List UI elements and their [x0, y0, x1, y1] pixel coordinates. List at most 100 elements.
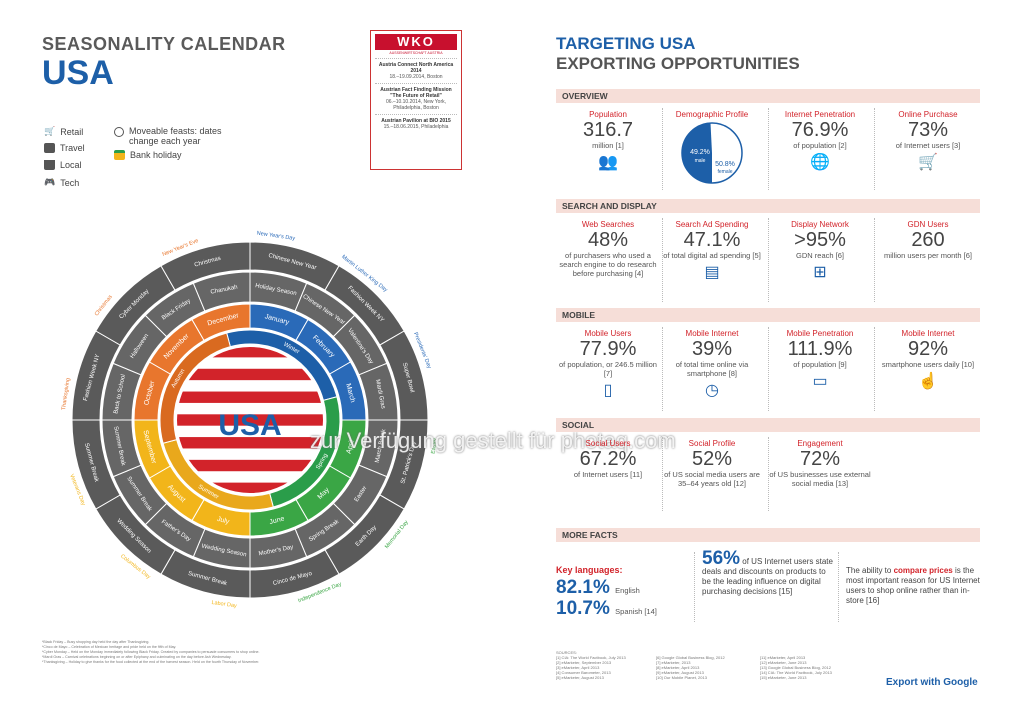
flag-stripe [176, 380, 324, 393]
season-segment [159, 332, 231, 444]
holiday-label: Labor Day [211, 600, 237, 610]
ring2-segment [160, 241, 251, 291]
stat-display-network: Display Network >95% GDN reach [6] ⊞ [791, 220, 849, 281]
footnote: *Black Friday – Busy shopping day held t… [42, 640, 150, 644]
footnote: *Thanksgiving – Holiday to give thanks f… [42, 660, 260, 664]
source-item: [6] Google Global Business Blog, 2012 [656, 655, 725, 660]
stat-demographic: Demographic Profile 49.2% male 50.8% fem… [660, 110, 764, 190]
legend-tech: 🎮 Tech [44, 177, 80, 188]
source-item: [7] eMarketer, 2013 [656, 660, 691, 665]
clock-icon: ◷ [705, 382, 719, 399]
stat-web-searches: Web Searches 48% of purchasers who used a … [559, 220, 657, 278]
footnote: *Cinco de Mayo – Celebration of Mexican … [42, 645, 177, 649]
people-icon: 👥 [598, 154, 618, 171]
tablet-icon: ▭ [812, 373, 828, 390]
event-item: Austria Connect North America 2014 18.–19… [375, 58, 457, 83]
wko-logo: WKO [375, 34, 457, 50]
exporting-title: EXPORTING OPPORTUNITIES [556, 54, 800, 73]
plane-icon [44, 143, 55, 153]
calendar-title: SEASONALITY CALENDAR [42, 34, 286, 54]
cart-icon: 🛒 [918, 154, 938, 171]
event-item: Austrian Fact Finding Mission "The Futur… [375, 83, 457, 114]
legend-local: Local [44, 160, 82, 170]
source-item: [10] Our Mobile Planet, 2013 [656, 675, 707, 680]
flag-stripe [176, 368, 324, 381]
browser-icon: ▤ [704, 264, 720, 281]
sources-list: SOURCES: [1] CIA: The World Factbook, Ju… [556, 650, 880, 680]
flag-stripe [176, 346, 324, 358]
network-icon: ⊞ [813, 264, 827, 281]
holiday-label: New Year's Day [256, 231, 295, 242]
flag-stripe [176, 414, 324, 427]
section-social: SOCIAL [556, 418, 980, 432]
source-item: [4] Consumer Barometer, 2013 [556, 670, 611, 675]
footnote: *Cyber Monday – Held on the Monday immed… [42, 650, 260, 654]
flag-stripe [176, 357, 324, 370]
footnote: *Mardi Gras – Carnival celebrations begi… [42, 655, 232, 659]
source-item: [1] CIA: The World Factbook, July 2013 [556, 655, 626, 660]
source-item: [9] eMarketer, August 2013 [656, 670, 704, 675]
house-icon [44, 160, 55, 170]
source-item: [15] eMarketer, June 2013 [760, 675, 807, 680]
wheel-center-label: USA [218, 409, 281, 442]
flag-stripe [176, 425, 324, 438]
source-item: [12] eMarketer, June 2013 [760, 660, 807, 665]
month-label: April [346, 439, 357, 455]
svg-text:female: female [717, 169, 732, 175]
source-item: [14] CIA: The World Factbook, July 2013 [760, 670, 832, 675]
phone-icon: ▯ [603, 382, 613, 399]
watermark: zur Verfügung gestellt für photaq.com [310, 428, 676, 453]
stat-internet-penetration: Internet Penetration 76.9% of population… [784, 110, 856, 171]
key-languages-label: Key languages: [556, 565, 623, 575]
month-label: July [216, 516, 230, 526]
section-mobile: MOBILE [556, 308, 980, 322]
stat-population: Population 316.7 million [1] 👥 [582, 110, 634, 171]
section-overview: OVERVIEW [556, 89, 980, 103]
svg-text:49.2%: 49.2% [690, 149, 710, 156]
legend-retail: 🛒 Retail [44, 126, 84, 137]
usa-flag [175, 345, 325, 495]
flag-stripe [176, 437, 324, 449]
cart-icon: 🛒 [44, 126, 56, 136]
flag-stripe [176, 402, 324, 415]
flag-stripe [176, 471, 324, 484]
flag-stripe [176, 448, 324, 461]
stat-mobile-penetration: Mobile Penetration 111.9% of population [9… [786, 329, 854, 390]
flag-stripe [176, 391, 324, 404]
flag-stripe [176, 459, 324, 472]
stat-online-purchase: Online Purchase 73% of Internet users [3… [895, 110, 961, 171]
footnotes: *Black Friday – Busy shopping day held t… [42, 640, 272, 665]
source-item: [5] eMarketer, August 2013 [556, 675, 604, 680]
source-item: [8] eMarketer, April 2013 [656, 665, 700, 670]
source-item: [11] eMarketer, April 2013 [760, 655, 806, 660]
month-label: March [344, 383, 356, 404]
calendar-icon [114, 150, 125, 160]
source-item: [2] eMarketer, September 2013 [556, 660, 612, 665]
flag-stripe [176, 482, 324, 494]
wko-subtitle: AUSSENWIRTSCHAFT AUSTRIA [389, 51, 443, 55]
stat-search-ad: Search Ad Spending 47.1% of total digital … [663, 220, 761, 281]
stat-mobile-internet-daily: Mobile Internet 92% smartphone users daily… [881, 329, 975, 390]
holiday-label: Thanksgiving [61, 378, 71, 411]
source-item: [3] eMarketer, April 2013 [556, 665, 600, 670]
clock-icon [114, 127, 124, 137]
fact-deals: 56% of US Internet users state deals and… [702, 548, 833, 596]
stat-social-profile: Social Profile 52% of US social media user… [664, 439, 760, 488]
fact-compare-prices: The ability to compare prices is the mos… [846, 566, 980, 605]
section-more-facts: MORE FACTS [556, 528, 980, 542]
globe-cursor-icon: 🌐 [810, 154, 830, 171]
legend-moveable: Moveable feasts: dates change each year [114, 126, 244, 146]
legend-travel: Travel [44, 143, 85, 153]
stat-english: 82.1% English [556, 577, 640, 598]
section-search: SEARCH AND DISPLAY [556, 199, 980, 213]
stat-gdn-users: GDN Users 260 million users per month [6] [884, 220, 972, 260]
flag-border [175, 345, 325, 495]
svg-text:male: male [695, 158, 706, 164]
targeting-title: TARGETING USA [556, 34, 696, 53]
gender-pie: 49.2% male 50.8% female [681, 122, 743, 184]
stat-engagement: Engagement 72% of US businesses use extern… [769, 439, 871, 488]
export-with-google: Export with Google [886, 677, 978, 688]
ring1-label: Chanukah [210, 285, 238, 296]
event-item: Austrian Pavilion at BIO 2015 15.–18.06.2… [375, 114, 457, 133]
